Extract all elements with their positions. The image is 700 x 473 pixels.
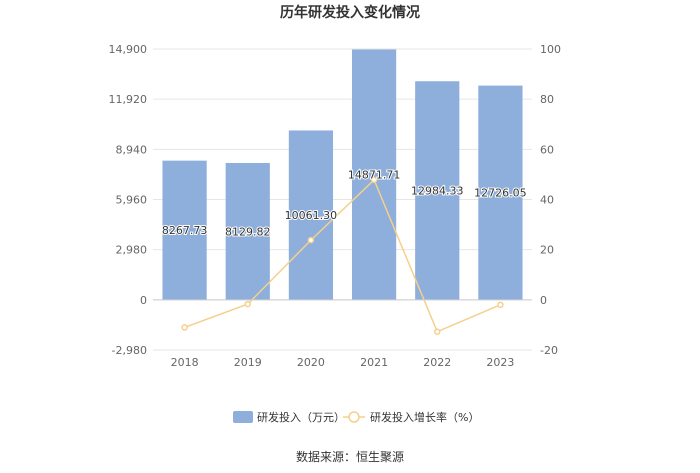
y-right-tick-label: 40 bbox=[540, 194, 554, 207]
y-left-tick-label: 11,920 bbox=[109, 93, 148, 106]
bar[interactable] bbox=[162, 160, 207, 300]
y-left-tick-label: 14,900 bbox=[109, 43, 148, 56]
x-tick-label: 2022 bbox=[423, 356, 451, 369]
legend-line-label: 研发投入增长率（%） bbox=[370, 410, 479, 424]
legend[interactable]: 研发投入（万元） 研发投入增长率（%） bbox=[233, 410, 479, 424]
bar[interactable] bbox=[225, 162, 270, 300]
bar[interactable] bbox=[415, 81, 460, 300]
y-right-tick-label: -20 bbox=[540, 344, 558, 357]
legend-bar-swatch bbox=[233, 411, 253, 423]
line-point[interactable] bbox=[244, 300, 251, 308]
y-left-tick-label: 2,980 bbox=[116, 244, 148, 257]
y-right-tick-label: 100 bbox=[540, 43, 561, 56]
bar-value-label: 12984.33 bbox=[411, 185, 464, 198]
x-tick-label: 2023 bbox=[486, 356, 514, 369]
bar-value-label: 8267.73 bbox=[162, 224, 208, 237]
y-left-tick-label: 5,960 bbox=[116, 194, 148, 207]
line-series bbox=[181, 176, 504, 335]
x-tick-label: 2021 bbox=[360, 356, 388, 369]
bar[interactable] bbox=[351, 49, 397, 300]
line-point[interactable] bbox=[370, 176, 378, 184]
legend-line-marker bbox=[348, 411, 360, 423]
y-left-tick-label: 8,940 bbox=[116, 143, 148, 156]
bar-value-label: 12726.05 bbox=[474, 187, 527, 200]
y-right-tick-label: 80 bbox=[540, 93, 554, 106]
x-tick-label: 2018 bbox=[171, 356, 199, 369]
bar[interactable] bbox=[478, 85, 523, 300]
line-point[interactable] bbox=[181, 324, 188, 331]
y-right-tick-label: 0 bbox=[540, 294, 547, 307]
growth-line bbox=[184, 178, 501, 333]
line-point[interactable] bbox=[307, 236, 315, 244]
line-point[interactable] bbox=[497, 301, 504, 309]
bar-value-label: 8129.82 bbox=[225, 225, 271, 238]
bar[interactable] bbox=[288, 130, 334, 300]
chart-title: 历年研发投入变化情况 bbox=[280, 4, 420, 21]
y-left-tick-label: 0 bbox=[140, 294, 147, 307]
source-note: 数据来源：恒生聚源 bbox=[296, 449, 404, 464]
data-labels: 8267.73 8129.82 10061.30 14871.71 12984.33 12… bbox=[161, 168, 528, 240]
legend-bar-label: 研发投入（万元） bbox=[257, 410, 345, 424]
bar-value-label: 10061.30 bbox=[285, 209, 338, 222]
bar-value-label: 14871.71 bbox=[348, 169, 401, 182]
y-right-tick-label: 20 bbox=[540, 244, 554, 257]
x-tick-label: 2019 bbox=[234, 356, 262, 369]
line-point[interactable] bbox=[434, 328, 441, 335]
y-right-tick-label: 60 bbox=[540, 143, 554, 156]
y-left-tick-label: -2,980 bbox=[112, 344, 147, 357]
axes: 14,900 100 11,920 80 8,940 60 5,960 40 2,980 20 0 0… bbox=[109, 43, 562, 369]
x-tick-label: 2020 bbox=[297, 356, 325, 369]
bar-series bbox=[162, 49, 523, 300]
